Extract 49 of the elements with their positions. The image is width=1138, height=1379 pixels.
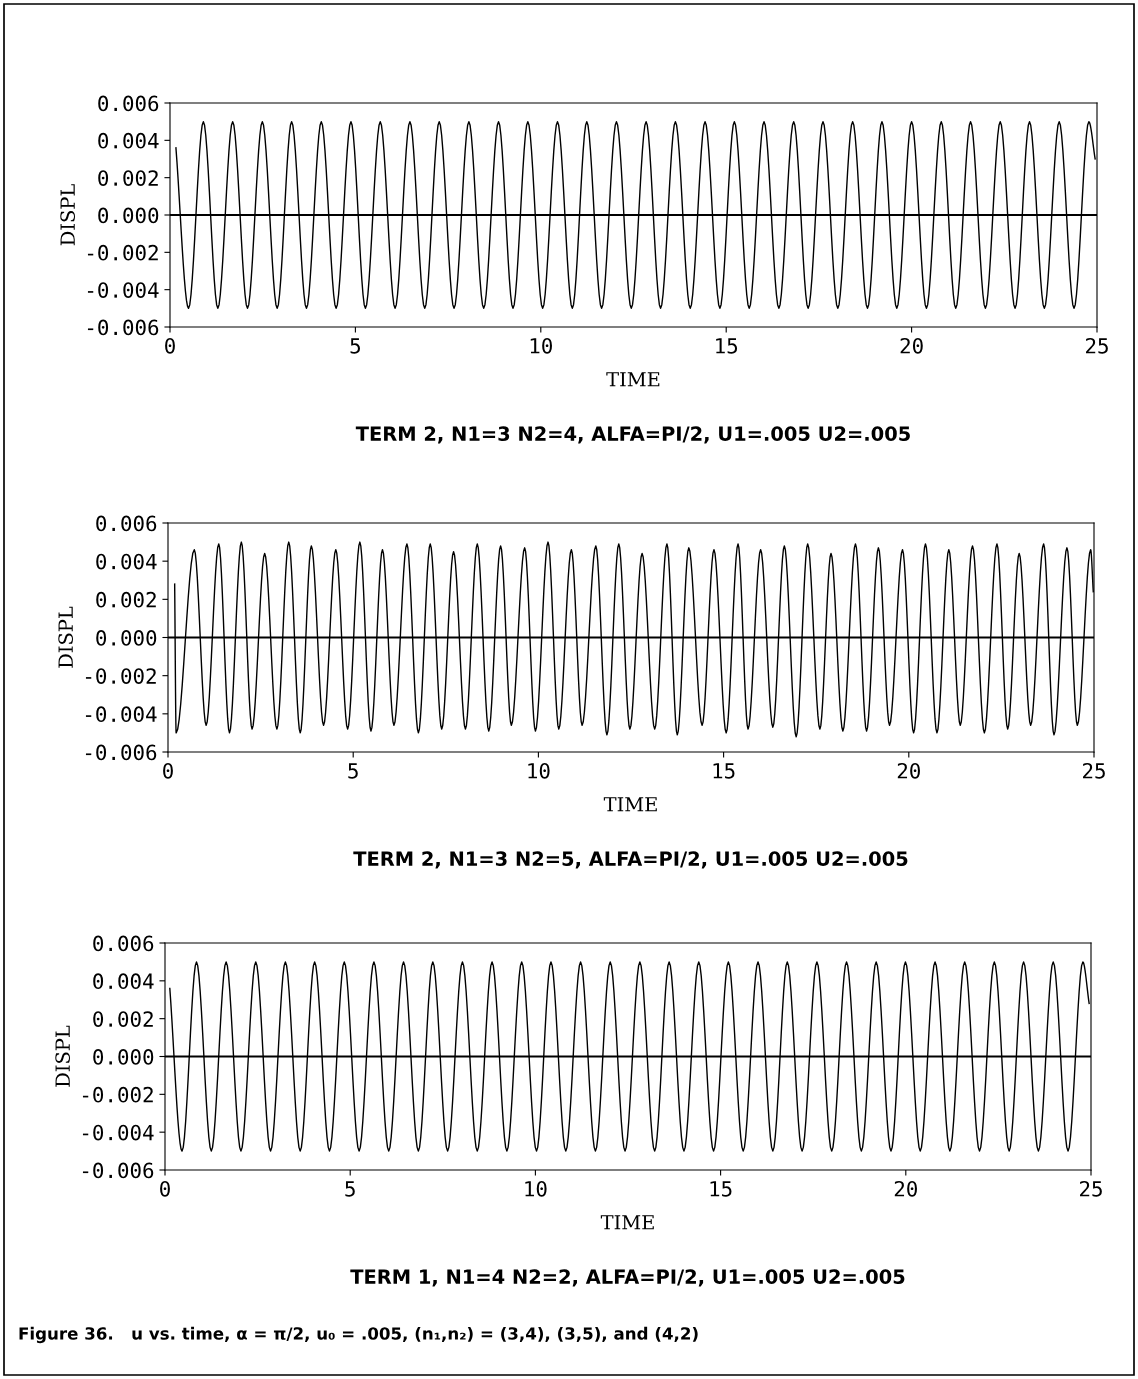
y-tick-label: 0.004 xyxy=(96,553,157,570)
x-tick-label: 5 xyxy=(345,1181,355,1197)
x-tick-label: 0 xyxy=(163,762,173,779)
y-tick-label: 0.000 xyxy=(93,1049,154,1065)
y-tick-label: 0.006 xyxy=(96,515,157,532)
y-tick-label: -0.002 xyxy=(87,244,158,261)
x-tick-label: 25 xyxy=(1083,762,1105,779)
x-tick-label: 10 xyxy=(530,337,552,354)
y-tick-label: 0.006 xyxy=(98,95,159,112)
x-tick-label: 0 xyxy=(165,337,175,354)
x-axis-title: TIME xyxy=(603,797,657,812)
x-tick-label: 15 xyxy=(710,1181,732,1197)
x-tick-label: 10 xyxy=(528,762,550,779)
y-tick-label: -0.006 xyxy=(85,744,157,761)
y-tick-label: 0.002 xyxy=(98,170,158,186)
y-tick-label: 0.006 xyxy=(93,935,154,952)
x-tick-label: 20 xyxy=(900,337,923,354)
x-axis-title: TIME xyxy=(606,372,660,387)
x-tick-label: 15 xyxy=(713,763,735,779)
x-tick-label: 10 xyxy=(525,1180,547,1197)
text: TERM 2, N1=3 N2=5, ALFA=PI/2, U1=.005 U2=.005 xyxy=(353,851,908,869)
x-tick-label: 20 xyxy=(894,1180,917,1197)
y-axis-title: DISPL xyxy=(60,184,76,246)
x-tick-label: 25 xyxy=(1086,337,1108,354)
y-axis-title: DISPL xyxy=(58,606,74,668)
x-tick-label: 25 xyxy=(1080,1180,1102,1197)
x-tick-label: 20 xyxy=(897,762,920,779)
y-tick-label: 0.000 xyxy=(96,630,157,646)
y-tick-label: -0.006 xyxy=(87,319,159,336)
y-tick-label: 0.004 xyxy=(93,973,154,990)
y-tick-label: -0.002 xyxy=(85,668,156,684)
text: TERM 1, N1=4 N2=2, ALFA=PI/2, U1=.005 U2=.005 xyxy=(350,1269,905,1287)
x-tick-label: 5 xyxy=(350,338,360,354)
y-tick-label: -0.004 xyxy=(82,1124,154,1141)
y-tick-label: 0.002 xyxy=(93,1011,153,1027)
y-axis-title: DISPL xyxy=(55,1025,71,1087)
x-tick-label: 15 xyxy=(716,338,738,354)
y-tick-label: -0.004 xyxy=(85,706,157,723)
y-tick-label: 0.002 xyxy=(96,591,156,608)
y-tick-label: 0.004 xyxy=(98,132,159,149)
caption: Figure 36. u vs. time, α = π/2, u₀ = .005, (n₁,n₂) = (3,4), (3,5), and (4,2) xyxy=(19,1326,698,1344)
x-tick-label: 0 xyxy=(160,1180,170,1197)
y-tick-label: 0.000 xyxy=(98,207,159,224)
x-tick-label: 5 xyxy=(348,763,358,779)
text: TERM 2, N1=3 N2=4, ALFA=PI/2, U1=.005 U2=.005 xyxy=(355,426,910,444)
x-axis-title: TIME xyxy=(600,1215,654,1230)
y-tick-label: -0.004 xyxy=(87,282,159,298)
y-tick-label: -0.002 xyxy=(82,1086,153,1103)
y-tick-label: -0.006 xyxy=(82,1162,154,1179)
